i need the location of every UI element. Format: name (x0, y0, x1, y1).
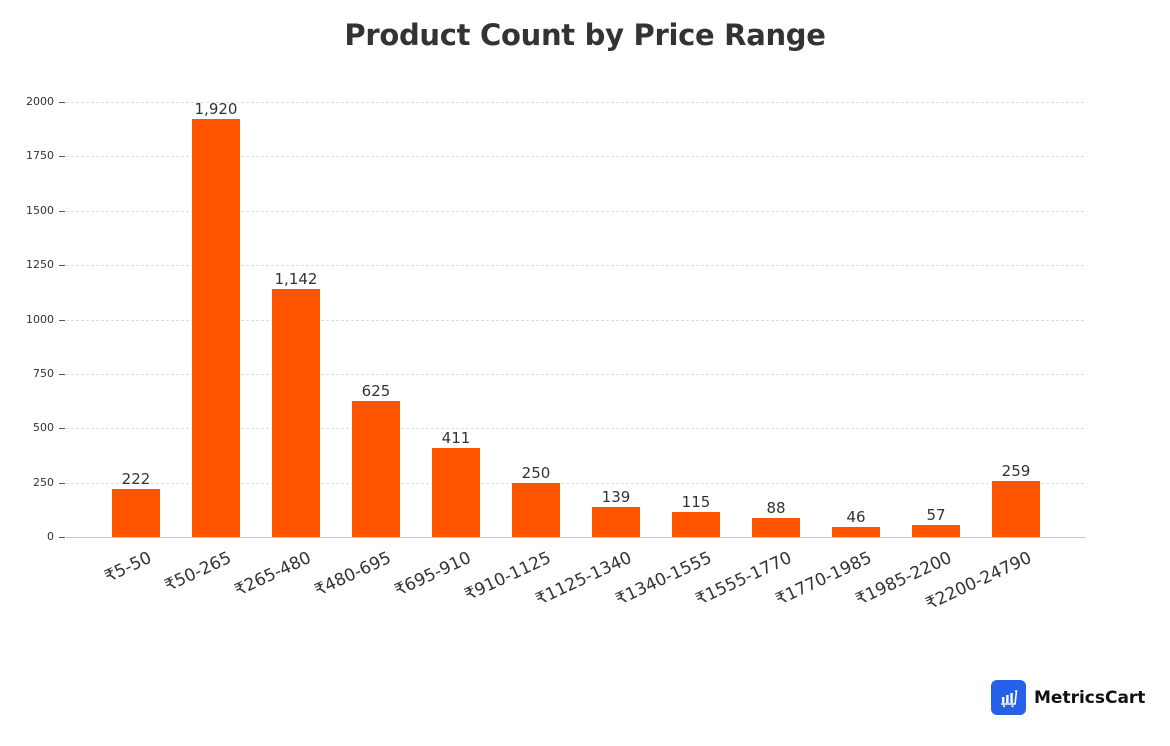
bar (112, 488, 160, 537)
bar (592, 506, 640, 537)
value-label: 46 (846, 507, 866, 526)
value-label: 115 (681, 492, 711, 511)
value-label: 88 (766, 498, 786, 517)
x-axis-line (66, 537, 1086, 538)
gridline (66, 210, 1084, 212)
bar (192, 119, 240, 537)
y-tick-label: 1250 (26, 258, 54, 272)
y-tick-label: 0 (47, 530, 54, 543)
y-tick (59, 537, 65, 538)
bar (752, 517, 800, 537)
y-tick-label: 2000 (26, 95, 54, 108)
y-tick (59, 265, 65, 267)
bar (912, 524, 960, 537)
x-tick-label: ₹50-265 (161, 548, 235, 597)
bar (992, 480, 1040, 537)
chart-title: Product Count by Price Range (344, 18, 826, 52)
gridline (66, 428, 1084, 430)
bar (352, 401, 400, 537)
y-tick-label: 1000 (26, 312, 54, 326)
y-tick-label: 250 (33, 475, 54, 489)
value-label: 250 (521, 463, 551, 482)
y-tick (59, 428, 65, 430)
gridline (66, 319, 1084, 321)
bar (832, 526, 880, 537)
x-tick-label: ₹265-480 (231, 548, 315, 601)
value-label: 625 (361, 382, 391, 401)
y-tick (59, 102, 65, 103)
value-label: 1,920 (194, 100, 238, 119)
logo-text: MetricsCart (1034, 687, 1146, 708)
value-label: 57 (926, 505, 946, 524)
value-label: 139 (601, 487, 631, 506)
gridline (66, 482, 1084, 484)
x-tick-label: ₹480-695 (311, 548, 395, 601)
y-tick (59, 156, 65, 158)
gridline (66, 265, 1084, 267)
bar (672, 511, 720, 537)
gridline (66, 373, 1084, 375)
y-tick-label: 1500 (26, 203, 54, 217)
bar-chart-cart-icon (991, 680, 1026, 715)
y-tick (59, 482, 65, 484)
y-tick (59, 210, 65, 212)
value-label: 411 (441, 428, 471, 447)
value-label: 259 (1001, 461, 1031, 480)
gridline (66, 156, 1084, 158)
value-label: 1,142 (274, 269, 318, 288)
y-tick (59, 319, 65, 321)
value-label: 222 (121, 469, 151, 488)
bar (432, 447, 480, 537)
y-tick-label: 500 (33, 421, 54, 435)
y-tick-label: 750 (33, 366, 54, 380)
y-tick-label: 1750 (26, 149, 54, 163)
bar (272, 288, 320, 537)
bar (512, 482, 560, 537)
x-tick-label: ₹695-910 (391, 548, 475, 601)
gridline (66, 102, 1084, 103)
y-tick (59, 373, 65, 375)
metricscart-logo: MetricsCart (991, 680, 1145, 715)
x-tick-label: ₹5-50 (101, 548, 155, 588)
